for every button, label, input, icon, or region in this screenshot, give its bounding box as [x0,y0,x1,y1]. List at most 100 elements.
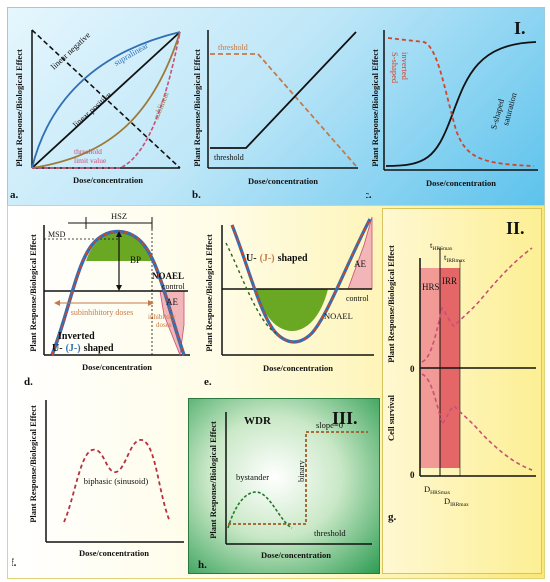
d-irr-label: DIRRmax [444,496,469,508]
biphasic-label: biphasic (sinusoid) [84,476,149,486]
inverted-s-label: S-shaped [390,52,400,84]
section-title: I. [514,18,526,38]
x-axis-label: Dose/concentration [426,178,496,188]
cell-survival-label: Cell survival [386,394,396,441]
panel-letter: h. [198,559,207,571]
wdr-label: WDR [244,415,272,427]
x-axis-label: Dose/concentration [79,548,149,558]
response-curve [421,247,533,363]
ae-label: AE [354,259,366,269]
threshold-bottom-label: threshold [214,153,244,162]
t-irr-label: tIRRmax [444,252,465,264]
y-axis-label: Plant Response/Biological Effect [370,49,380,167]
shape-label: U- (J-) shaped [52,343,114,354]
control-label: control [346,294,369,303]
subinhibitory-arrow-left [54,300,60,306]
inverted-u-dashed [51,230,185,356]
inverted-s-curve [387,37,535,167]
inverted-label: inverted [400,52,410,81]
y-axis-label: Plant Response/Biological Effect [386,245,396,363]
irr-label: IRR [442,276,457,286]
subinhibitory-arrow-right [148,300,154,306]
shape-u: U- [52,343,63,354]
s-shaped-curve [385,41,537,167]
t-irr-main: t [444,252,447,262]
panel-c: I. Plant Response/Biological Effect inve… [366,18,538,201]
slope-label: slope=0 [316,420,343,430]
t-hrs-sub: HRSmax [432,246,452,252]
section-title: III. [332,408,358,428]
sublinear-curve [31,31,181,169]
y-axis-label: Plant Response/Biological Effect [204,234,214,352]
y-axis-label: Plant Response/Biological Effect [192,49,202,167]
threshold-label: threshold [314,528,346,538]
inverted-label: Inverted [58,331,95,342]
sublinear-label: sublinear [152,90,171,121]
threshold-label: threshold [74,147,102,156]
panel-letter: f. [12,557,17,569]
panel-letter: d. [24,376,33,388]
biphasic-curve [63,439,171,523]
noael-label: NOAEL [324,311,353,321]
panel-a: Plant Response/Biological Effect linear … [10,29,181,201]
binary-curve [228,431,368,525]
shape-end: shaped [278,253,308,264]
d-hrs-main: D [424,484,430,494]
shape-j: (J-) [66,343,81,354]
x-axis-label: Dose/concentration [82,362,152,372]
panel-d: Plant Response/Biological Effect HSZ MSD… [24,211,190,388]
supralinear-curve [31,31,181,169]
bp-arrow-head-bottom [116,285,122,291]
t-hrs-label: tHRSmax [430,240,453,252]
threshold-decrease-curve [210,53,357,167]
zero-bottom-label: 0 [410,470,415,480]
y-axis-label: Plant Response/Biological Effect [28,234,38,352]
hrs-label: HRS [422,282,440,292]
zero-top-label: 0 [410,364,415,374]
panel-letter: e. [204,376,212,388]
threshold-increase-curve [210,31,357,149]
doses-label: doses [156,321,172,329]
panel-f: Plant Response/Biological Effect biphasi… [12,400,184,569]
panel-letter: g. [388,511,397,523]
supralinear-label: supralinear [112,40,150,68]
subinhibitory-label: subinhibitory doses [71,308,133,317]
t-irr-sub: IRRmax [446,258,465,264]
section-title: II. [506,218,525,238]
d-irr-sub: IRRmax [450,502,469,508]
noael-label: NOAEL [152,271,184,281]
ae-label: AE [166,297,178,307]
control-label: control [162,282,185,291]
bystander-curve [227,491,293,529]
x-axis-label: Dose/concentration [73,175,143,185]
bystander-label: bystander [236,472,269,482]
x-axis-label: Dose/concentration [263,363,333,373]
panel-h: III. Plant Response/Biological Effect WD… [198,408,372,571]
panel-letter: a. [10,189,19,201]
linear-negative-line [31,29,181,169]
x-axis-label: Dose/concentration [261,550,331,560]
y-axis-label: Plant Response/Biological Effect [14,49,24,167]
shape-label: U- (J-) shaped [246,253,308,264]
panel-letter: c. [366,189,372,201]
hsz-label: HSZ [111,211,127,221]
shape-j: (J-) [260,253,275,264]
d-irr-main: D [444,496,450,506]
u-curve [230,218,372,344]
threshold-top-label: threshold [218,43,248,52]
linear-positive-line [31,31,181,169]
binary-label: binary [296,460,306,482]
panel-g: II. Plant Response/Biological Effect Cel… [386,218,536,523]
u-curve-dark-dashed [225,242,277,334]
limit-value-label: limit value [74,156,107,165]
shape-end: shaped [84,343,114,354]
msd-label: MSD [48,230,66,239]
shape-u: U- [246,253,257,264]
survival-curve [421,373,533,471]
bp-arrow-head-top [116,231,122,237]
u-region [256,289,328,331]
panel-letter: b. [192,189,201,201]
inhibitory-label: inhibitory [148,313,176,321]
panel-e: Plant Response/Biological Effect U- (J-) s… [204,216,374,388]
d-hrs-label: DHRSmax [424,484,451,496]
